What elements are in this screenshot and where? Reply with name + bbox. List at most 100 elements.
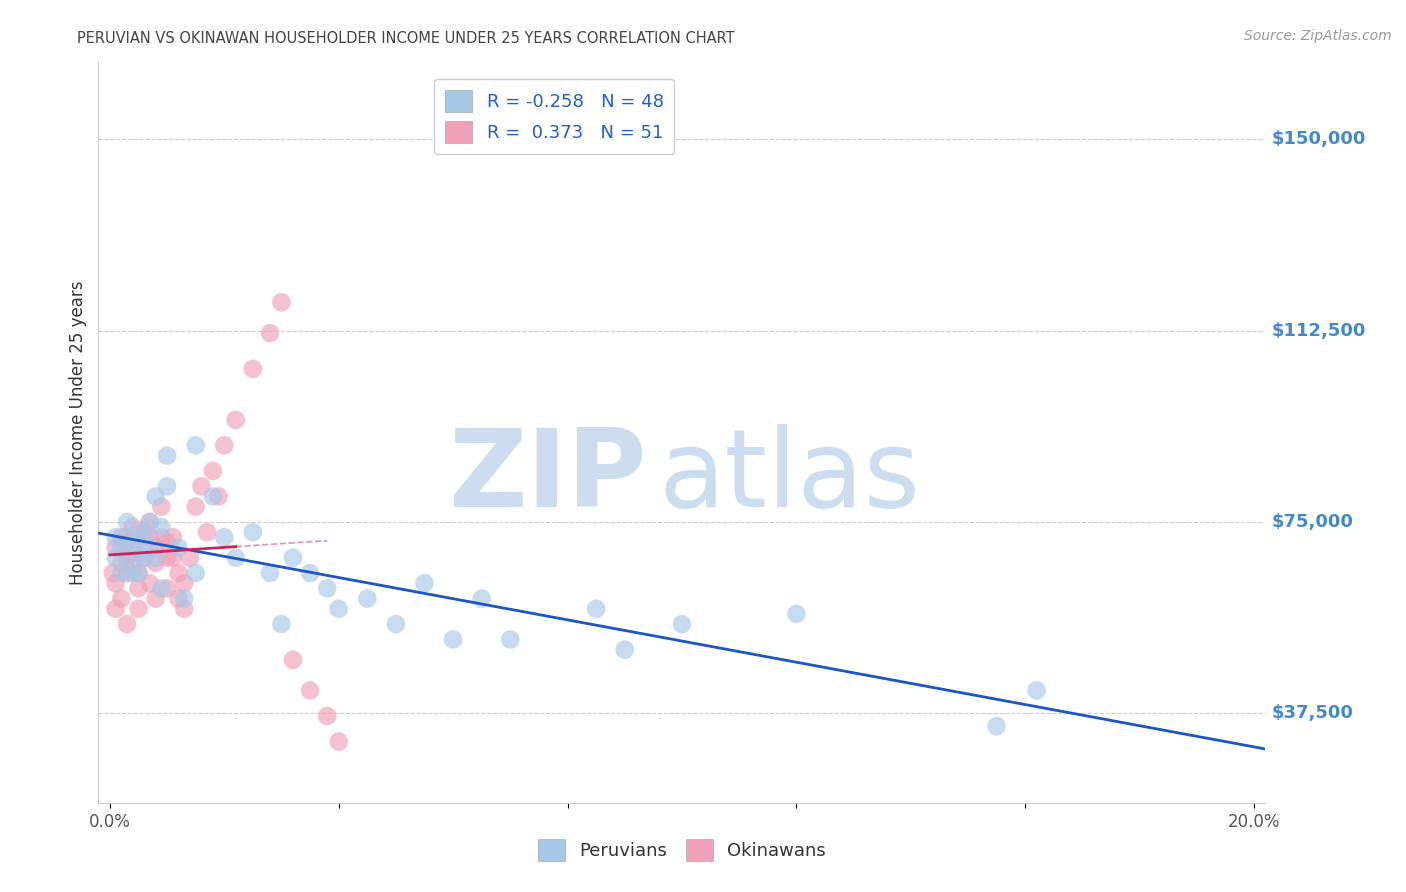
Point (184, 500, 207, 514)
Point (104, 541, 127, 555)
Point (110, 556, 132, 570)
Point (173, 591, 195, 606)
Point (139, 515, 162, 529)
Point (115, 566, 138, 580)
Point (190, 479, 212, 493)
Point (127, 601, 149, 615)
Point (316, 582, 339, 596)
Text: atlas: atlas (658, 424, 921, 530)
Point (121, 541, 143, 555)
Text: ZIP: ZIP (449, 424, 647, 530)
Point (225, 413, 247, 427)
Point (785, 607, 807, 621)
Point (127, 566, 149, 580)
Point (195, 525, 218, 540)
Y-axis label: Householder Income Under 25 years: Householder Income Under 25 years (69, 280, 87, 585)
Point (671, 617, 693, 632)
Point (471, 591, 494, 606)
Point (328, 734, 350, 748)
Point (156, 550, 179, 565)
Point (281, 550, 304, 565)
Point (156, 535, 179, 549)
Point (127, 566, 149, 580)
Point (328, 601, 350, 615)
Point (104, 550, 127, 565)
Point (145, 591, 167, 606)
Point (184, 566, 207, 580)
Point (145, 550, 167, 565)
Point (145, 490, 167, 504)
Point (121, 566, 143, 580)
Point (101, 566, 124, 580)
Point (121, 556, 143, 570)
Point (167, 541, 190, 555)
Point (150, 582, 173, 596)
Point (173, 576, 195, 591)
Point (299, 683, 322, 698)
Text: $75,000: $75,000 (1271, 513, 1353, 531)
Point (986, 719, 1008, 733)
Text: $112,500: $112,500 (1271, 321, 1365, 340)
Text: PERUVIAN VS OKINAWAN HOUSEHOLDER INCOME UNDER 25 YEARS CORRELATION CHART: PERUVIAN VS OKINAWAN HOUSEHOLDER INCOME … (77, 31, 735, 46)
Point (184, 438, 207, 452)
Point (156, 479, 179, 493)
Point (104, 576, 127, 591)
Point (115, 535, 138, 549)
Point (242, 525, 264, 540)
Point (150, 520, 173, 534)
Point (110, 541, 132, 555)
Point (110, 566, 132, 580)
Point (316, 709, 339, 723)
Point (499, 632, 522, 647)
Point (162, 530, 184, 544)
Point (613, 642, 636, 657)
Point (121, 541, 143, 555)
Point (242, 361, 264, 376)
Point (115, 617, 138, 632)
Point (162, 550, 184, 565)
Point (115, 530, 138, 544)
Point (115, 515, 138, 529)
Point (134, 550, 156, 565)
Point (110, 591, 132, 606)
Point (127, 525, 149, 540)
Point (207, 490, 229, 504)
Point (139, 515, 162, 529)
Point (214, 530, 236, 544)
Point (259, 326, 281, 340)
Point (214, 438, 236, 452)
Point (299, 566, 322, 580)
Point (134, 530, 156, 544)
Point (167, 591, 190, 606)
Point (139, 530, 162, 544)
Point (134, 525, 156, 540)
Point (110, 530, 132, 544)
Point (356, 591, 378, 606)
Point (585, 601, 607, 615)
Text: $150,000: $150,000 (1271, 130, 1365, 148)
Point (441, 632, 464, 647)
Point (225, 550, 247, 565)
Point (104, 530, 127, 544)
Point (104, 601, 127, 615)
Point (127, 582, 149, 596)
Point (413, 576, 436, 591)
Legend: Peruvians, Okinawans: Peruvians, Okinawans (531, 831, 832, 868)
Point (139, 576, 162, 591)
Text: Source: ZipAtlas.com: Source: ZipAtlas.com (1244, 29, 1392, 43)
Point (167, 566, 190, 580)
Point (150, 530, 173, 544)
Point (1025, 683, 1047, 698)
Point (156, 449, 179, 463)
Point (145, 541, 167, 555)
Point (173, 601, 195, 615)
Point (121, 520, 143, 534)
Point (156, 582, 179, 596)
Point (179, 550, 201, 565)
Point (259, 566, 281, 580)
Text: $37,500: $37,500 (1271, 705, 1353, 723)
Point (150, 500, 173, 514)
Point (270, 617, 292, 632)
Point (139, 541, 162, 555)
Point (134, 550, 156, 565)
